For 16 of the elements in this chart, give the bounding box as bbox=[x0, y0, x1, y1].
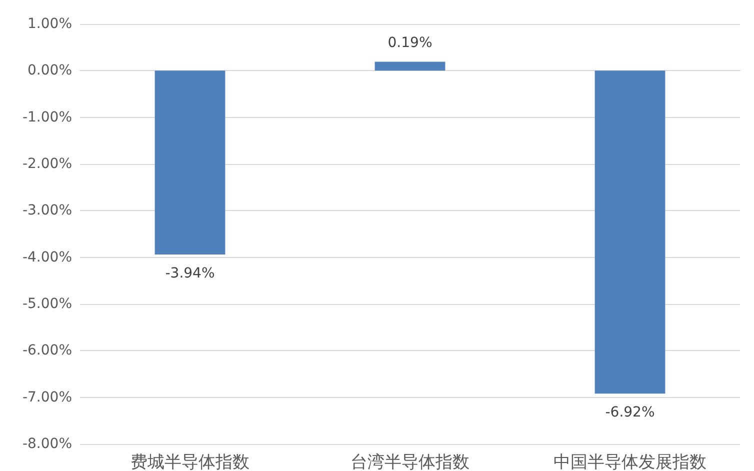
x-tick-label: 台湾半导体指数 bbox=[350, 452, 470, 471]
y-tick-label: -8.00% bbox=[22, 436, 72, 452]
x-tick-label: 费城半导体指数 bbox=[130, 452, 250, 471]
y-tick-label: -4.00% bbox=[22, 249, 72, 266]
y-tick-label: 1.00% bbox=[28, 16, 72, 32]
y-tick-label: 0.00% bbox=[28, 62, 72, 79]
y-tick-label: -7.00% bbox=[22, 389, 72, 406]
y-tick-label: -3.00% bbox=[22, 202, 72, 219]
data-label: -6.92% bbox=[605, 404, 655, 421]
data-label: 0.19% bbox=[388, 34, 432, 51]
y-tick-label: -5.00% bbox=[22, 296, 72, 312]
y-tick-label: -2.00% bbox=[22, 156, 72, 172]
y-tick-label: -1.00% bbox=[22, 109, 72, 126]
data-label: -3.94% bbox=[165, 266, 215, 282]
y-tick-label: -6.00% bbox=[22, 342, 72, 359]
x-tick-label: 中国半导体发展指数 bbox=[554, 452, 706, 471]
